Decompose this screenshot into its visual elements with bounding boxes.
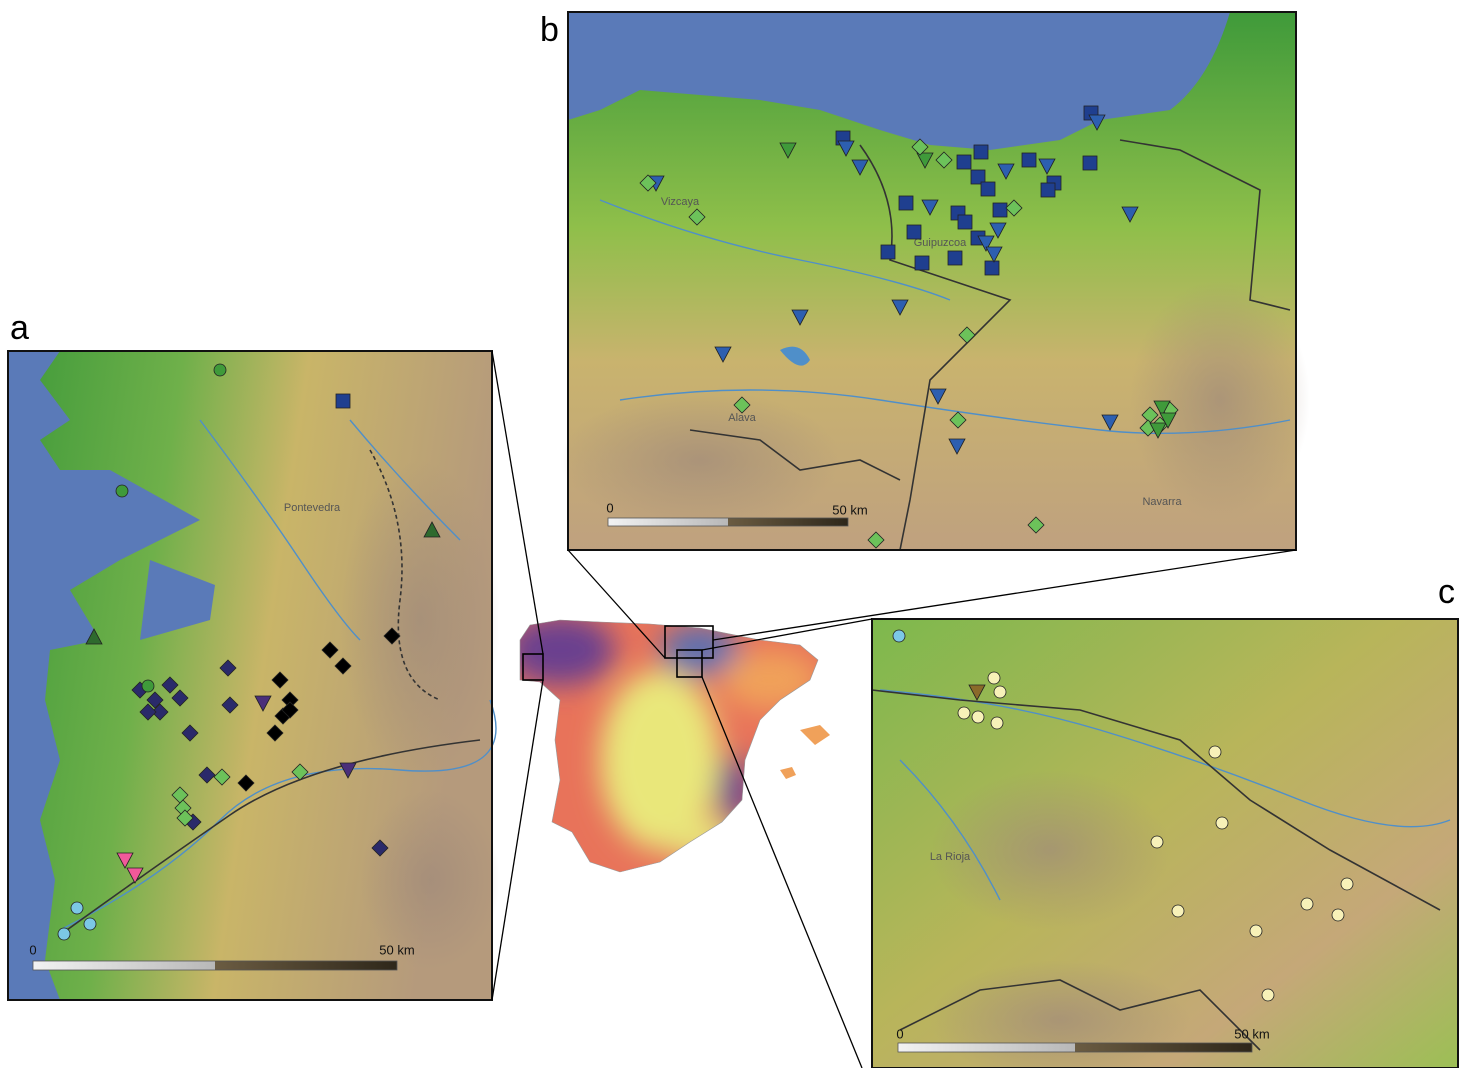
site-marker: [214, 364, 226, 376]
site-marker: [1083, 156, 1097, 170]
scale-bar: [898, 1043, 1252, 1052]
site-marker: [948, 251, 962, 265]
site-marker: [981, 182, 995, 196]
panel-letter: c: [1438, 573, 1455, 611]
relief: [1130, 280, 1310, 520]
site-marker: [974, 145, 988, 159]
site-marker: [958, 215, 972, 229]
scale-end: 50 km: [1234, 1026, 1269, 1041]
site-marker: [958, 707, 970, 719]
site-marker: [993, 203, 1007, 217]
site-marker: [1172, 905, 1184, 917]
place-label: Guipuzcoa: [914, 237, 967, 249]
site-marker: [972, 711, 984, 723]
site-marker: [1041, 183, 1055, 197]
figure: a Pontevedra 0 50 km b Vizcaya Guipuzcoa…: [0, 0, 1466, 1068]
scale-end: 50 km: [832, 502, 867, 517]
page: a Pontevedra 0 50 km b Vizcaya Guipuzcoa…: [0, 0, 1466, 1068]
site-marker: [957, 155, 971, 169]
site-marker: [1250, 925, 1262, 937]
site-marker: [142, 680, 154, 692]
site-marker: [991, 717, 1003, 729]
site-marker: [84, 918, 96, 930]
place-label: Navarra: [1142, 496, 1182, 508]
panel-b: b Vizcaya Guipuzcoa Alava Navarra 0 50 k…: [540, 11, 1310, 550]
scale-start: 0: [896, 1026, 903, 1041]
scale-start: 0: [29, 942, 36, 957]
site-marker: [1332, 909, 1344, 921]
scale-start: 0: [606, 500, 613, 515]
site-marker: [915, 256, 929, 270]
site-marker: [1262, 989, 1274, 1001]
relief: [340, 460, 500, 780]
site-marker: [1151, 836, 1163, 848]
site-marker: [985, 261, 999, 275]
scale-bar: [33, 961, 397, 970]
site-marker: [994, 686, 1006, 698]
site-marker: [1022, 153, 1036, 167]
panel-c: c La Rioja 0 50 km: [872, 573, 1458, 1068]
site-marker: [1301, 898, 1313, 910]
site-marker: [899, 196, 913, 210]
site-marker: [1341, 878, 1353, 890]
place-label: La Rioja: [930, 851, 971, 863]
site-marker: [907, 225, 921, 239]
site-marker: [893, 630, 905, 642]
site-marker: [71, 902, 83, 914]
relief: [560, 390, 840, 530]
panel-a: a Pontevedra 0 50 km: [8, 309, 500, 1000]
place-label: Pontevedra: [284, 502, 341, 514]
place-label: Vizcaya: [661, 196, 700, 208]
site-marker: [58, 928, 70, 940]
panel-letter: a: [10, 309, 29, 347]
place-label: Alava: [728, 412, 756, 424]
scale-bar: [608, 518, 848, 526]
site-marker: [1209, 746, 1221, 758]
panel-letter: b: [540, 11, 559, 49]
site-marker: [116, 485, 128, 497]
site-marker: [881, 245, 895, 259]
scale-end: 50 km: [379, 942, 414, 957]
site-marker: [1216, 817, 1228, 829]
site-marker: [336, 394, 350, 408]
site-marker: [988, 672, 1000, 684]
